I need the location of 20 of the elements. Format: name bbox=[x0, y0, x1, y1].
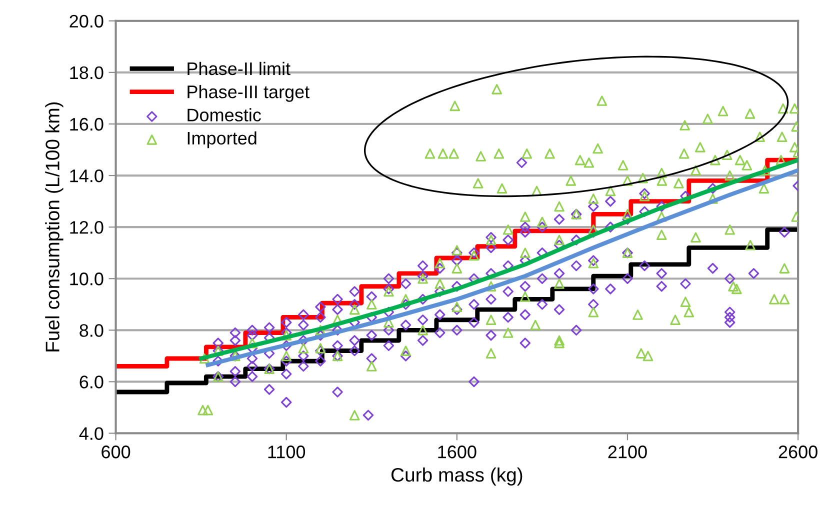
y-axis-title: Fuel consumption (L/100 km) bbox=[45, 102, 64, 352]
x-tick-label: 2600 bbox=[778, 446, 818, 458]
legend-label: Phase-III target bbox=[188, 85, 310, 102]
legend-label: Imported bbox=[188, 131, 256, 148]
y-tick-label: 8.0 bbox=[80, 324, 104, 337]
y-tick-label: 10.0 bbox=[70, 272, 104, 286]
y-tick-label: 18.0 bbox=[70, 66, 104, 80]
y-tick-label: 16.0 bbox=[70, 118, 104, 131]
y-tick-label: 12.0 bbox=[70, 221, 104, 234]
y-tick-label: 4.0 bbox=[79, 427, 104, 440]
x-tick-label: 1600 bbox=[438, 446, 476, 458]
y-tick-label: 6.0 bbox=[80, 376, 104, 388]
y-tick-label: 20.0 bbox=[70, 14, 104, 28]
legend-label: Domestic bbox=[188, 108, 261, 122]
y-tick-label: 14.0 bbox=[70, 169, 104, 182]
x-tick-label: 600 bbox=[102, 446, 130, 458]
legend-label: Phase-II limit bbox=[188, 62, 290, 76]
x-tick-label: 1100 bbox=[268, 446, 306, 458]
x-tick-label: 2100 bbox=[608, 446, 647, 458]
x-axis-title: Curb mass (kg) bbox=[391, 467, 522, 486]
